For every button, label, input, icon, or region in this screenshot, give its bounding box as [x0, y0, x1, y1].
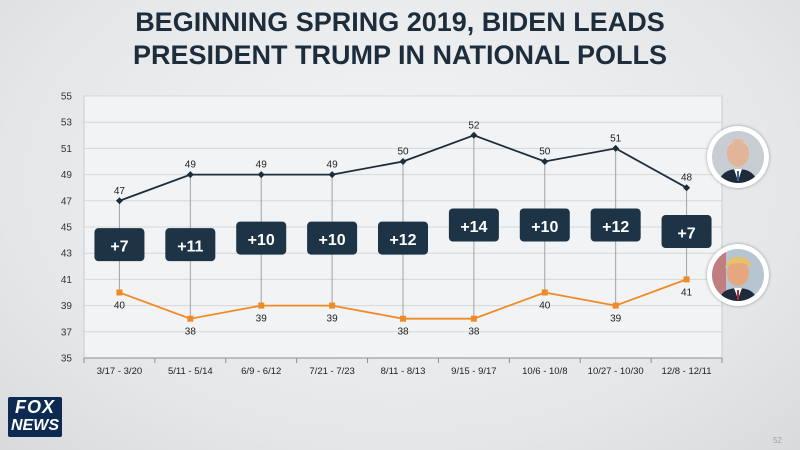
x-tick-label-3: 7/21 - 7/23	[309, 366, 354, 377]
margin-badge-3	[307, 221, 358, 255]
trump-point-7	[612, 302, 619, 309]
title-line-2: PRESIDENT TRUMP IN NATIONAL POLLS	[132, 40, 668, 70]
y-tick-label-53: 53	[61, 118, 73, 129]
trump-value-0: 40	[114, 301, 126, 312]
biden-point-3	[328, 171, 336, 179]
page-number: 52	[773, 436, 782, 445]
biden-point-2	[257, 171, 265, 179]
biden-value-5: 52	[468, 120, 480, 131]
title-line-1: BEGINNING SPRING 2019, BIDEN LEADS	[135, 7, 665, 37]
biden-point-6	[541, 158, 549, 165]
biden-point-1	[186, 171, 194, 179]
trump-point-3	[329, 302, 336, 309]
biden-value-6: 50	[539, 147, 551, 158]
trump-point-0	[116, 289, 123, 296]
y-tick-label-47: 47	[61, 196, 73, 207]
biden-value-7: 51	[610, 133, 622, 144]
trump-point-2	[258, 302, 265, 309]
trump-value-8: 41	[681, 287, 693, 298]
y-tick-label-43: 43	[61, 249, 73, 260]
biden-point-8	[683, 184, 691, 192]
trump-point-8	[683, 276, 690, 283]
fox-news-logo: FOX NEWS	[8, 397, 62, 437]
biden-value-2: 49	[256, 160, 268, 171]
y-tick-label-55: 55	[61, 92, 73, 103]
trump-point-1	[187, 315, 194, 322]
margin-label-4: +12	[389, 232, 416, 249]
margin-badge-1	[165, 228, 216, 262]
margin-badge-0	[94, 228, 145, 262]
x-tick-label-8: 12/8 - 12/11	[662, 366, 712, 377]
biden-value-0: 47	[114, 186, 126, 197]
margin-badge-7	[590, 208, 641, 242]
x-tick-label-7: 10/27 - 10/30	[588, 366, 644, 377]
biden-point-0	[115, 197, 123, 205]
chart-title: BEGINNING SPRING 2019, BIDEN LEADS PRESI…	[0, 6, 800, 72]
margin-badge-6	[519, 208, 570, 242]
trump-point-6	[541, 289, 548, 296]
y-tick-label-35: 35	[61, 354, 73, 365]
trump-portrait	[707, 244, 769, 306]
margin-badge-4	[378, 221, 428, 255]
logo-line-2: NEWS	[11, 417, 59, 434]
x-tick-label-4: 8/11 - 8/13	[381, 366, 426, 377]
biden-value-1: 49	[185, 160, 197, 171]
x-tick-label-2: 6/9 - 6/12	[241, 366, 281, 377]
margin-badge-2	[236, 221, 287, 255]
margin-label-5: +14	[460, 219, 487, 236]
y-tick-label-37: 37	[61, 327, 73, 338]
biden-point-5	[470, 131, 478, 139]
margin-label-6: +10	[531, 219, 558, 236]
trump-value-1: 38	[185, 327, 197, 338]
margin-label-2: +10	[248, 232, 275, 249]
margin-label-0: +7	[110, 239, 128, 256]
biden-value-8: 48	[681, 173, 693, 184]
biden-point-4	[399, 158, 407, 165]
margin-label-3: +10	[319, 232, 346, 249]
biden-value-3: 49	[327, 160, 339, 171]
y-tick-label-41: 41	[61, 275, 73, 286]
logo-line-1: FOX	[14, 397, 55, 417]
biden-portrait	[707, 126, 769, 188]
margin-label-7: +12	[602, 219, 629, 236]
margin-badge-8	[661, 215, 712, 249]
trump-value-6: 40	[539, 301, 551, 312]
y-tick-label-45: 45	[61, 223, 73, 234]
trump-value-3: 39	[327, 314, 339, 325]
trump-value-2: 39	[256, 314, 268, 325]
x-tick-label-0: 3/17 - 3/20	[97, 366, 142, 377]
margin-label-1: +11	[177, 239, 203, 256]
trump-value-5: 38	[468, 327, 480, 338]
x-tick-label-6: 10/6 - 10/8	[522, 366, 567, 377]
trump-point-4	[400, 315, 406, 322]
y-tick-label-49: 49	[61, 170, 73, 181]
trump-point-5	[470, 315, 477, 322]
margin-label-8: +7	[677, 226, 695, 243]
trump-value-4: 38	[397, 327, 409, 338]
biden-value-4: 50	[397, 147, 409, 158]
y-tick-label-39: 39	[61, 301, 73, 312]
trump-value-7: 39	[610, 314, 622, 325]
x-tick-label-1: 5/11 - 5/14	[168, 366, 213, 377]
y-tick-label-51: 51	[61, 144, 73, 155]
biden-point-7	[612, 144, 620, 152]
x-tick-label-5: 9/15 - 9/17	[451, 366, 496, 377]
margin-badge-5	[448, 208, 499, 242]
